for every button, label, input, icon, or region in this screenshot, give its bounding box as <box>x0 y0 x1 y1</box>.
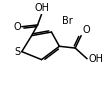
Text: OH: OH <box>34 3 49 13</box>
Text: S: S <box>15 47 21 57</box>
Text: O: O <box>82 25 90 35</box>
Text: OH: OH <box>88 54 103 64</box>
Text: Br: Br <box>62 16 73 26</box>
Text: O: O <box>13 22 21 32</box>
